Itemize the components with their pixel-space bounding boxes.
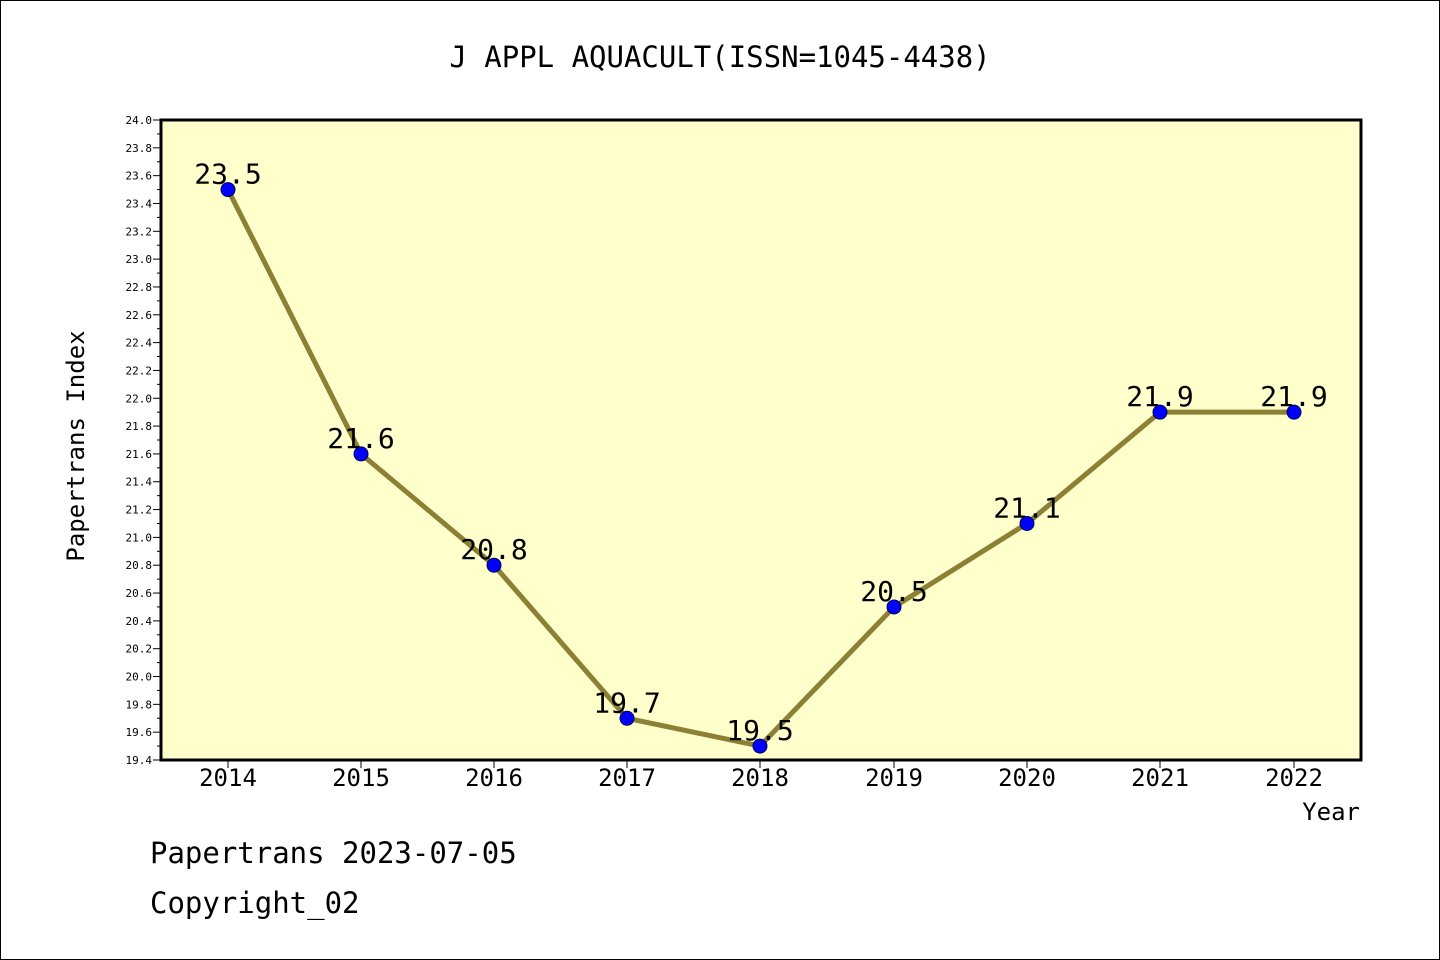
data-point — [619, 710, 635, 726]
x-tick-label: 2022 — [1265, 764, 1323, 792]
data-point — [886, 599, 902, 615]
y-tick-label: 23.2 — [126, 225, 153, 238]
y-tick-label: 23.6 — [126, 170, 153, 183]
x-axis-label: Year — [1302, 798, 1360, 826]
y-tick-label: 21.6 — [126, 448, 153, 461]
y-tick-label: 20.8 — [126, 559, 153, 572]
y-tick-label: 23.4 — [126, 197, 153, 210]
y-tick-label: 19.8 — [126, 698, 153, 711]
data-label: 21.1 — [993, 491, 1060, 524]
y-tick-label: 23.8 — [126, 142, 153, 155]
y-tick-label: 22.6 — [126, 309, 153, 322]
y-tick-label: 20.0 — [126, 671, 153, 684]
data-label: 23.5 — [194, 158, 261, 191]
data-point — [353, 446, 369, 462]
y-tick-label: 21.8 — [126, 420, 153, 433]
x-tick-label: 2015 — [332, 764, 390, 792]
data-point — [220, 182, 236, 198]
data-point — [752, 738, 768, 754]
data-label: 20.8 — [460, 533, 527, 566]
data-point — [1152, 404, 1168, 420]
y-tick-label: 24.0 — [126, 114, 153, 127]
data-label: 21.9 — [1260, 380, 1327, 413]
x-axis: 2014 2015 2016 2017 2018 2019 2020 2021 2022 — [199, 760, 1323, 792]
y-tick-label: 22.8 — [126, 281, 153, 294]
chart-title: J APPL AQUACULT(ISSN=1045-4438) — [449, 40, 990, 74]
y-axis: 19.4 19.6 19.8 20.0 20.2 20.4 20.6 20.8 21.0 21.2… — [126, 114, 161, 767]
x-tick-label: 2019 — [865, 764, 923, 792]
data-labels: 23.5 21.6 20.8 19.7 19.5 20.5 21.1 21.9 21.9 — [194, 158, 1327, 748]
data-label: 19.5 — [726, 714, 793, 747]
y-tick-label: 19.4 — [126, 754, 153, 767]
x-tick-label: 2018 — [731, 764, 789, 792]
x-tick-label: 2021 — [1131, 764, 1189, 792]
x-tick-label: 2017 — [598, 764, 656, 792]
y-tick-label: 20.6 — [126, 587, 153, 600]
data-markers — [220, 182, 1302, 754]
data-label: 20.5 — [860, 575, 927, 608]
footer-date: Papertrans 2023-07-05 — [150, 836, 517, 870]
y-tick-label: 19.6 — [126, 726, 153, 739]
plot-area — [159, 118, 1363, 762]
y-axis-label: Papertrans Index — [62, 330, 90, 561]
y-tick-label: 21.0 — [126, 531, 153, 544]
data-label: 19.7 — [593, 686, 660, 719]
y-tick-label: 22.0 — [126, 392, 153, 405]
x-tick-label: 2014 — [199, 764, 257, 792]
data-label: 21.6 — [327, 422, 394, 455]
y-tick-label: 22.4 — [126, 337, 153, 350]
data-point — [1286, 404, 1302, 420]
y-tick-label: 21.2 — [126, 504, 153, 517]
y-tick-label: 22.2 — [126, 364, 153, 377]
y-tick-label: 21.4 — [126, 476, 153, 489]
x-tick-label: 2020 — [998, 764, 1056, 792]
x-tick-label: 2016 — [465, 764, 523, 792]
footer-copyright: Copyright_02 — [150, 886, 360, 920]
y-tick-label: 20.2 — [126, 643, 153, 656]
y-tick-label: 23.0 — [126, 253, 153, 266]
y-tick-label: 20.4 — [126, 615, 153, 628]
data-point — [1019, 515, 1035, 531]
data-label: 21.9 — [1126, 380, 1193, 413]
data-point — [486, 557, 502, 573]
